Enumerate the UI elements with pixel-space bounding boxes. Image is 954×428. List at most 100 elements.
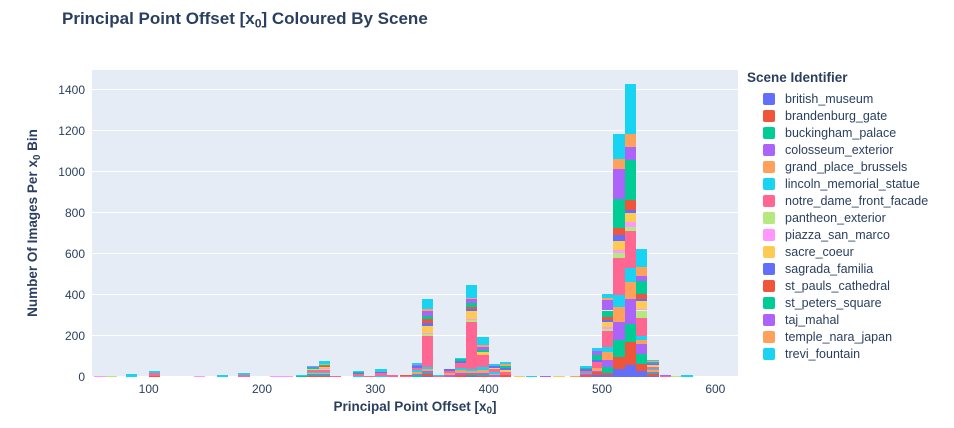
histogram-bar-x165[interactable] [216,70,228,377]
histogram-bar-x222[interactable] [281,70,293,377]
histogram-bar-x405[interactable] [488,70,500,377]
histogram-bar-x356[interactable] [433,70,445,377]
histogram-bar-x525[interactable] [624,70,636,377]
bar-segment-british_museum [613,368,625,377]
bar-segment-pantheon_exterior [307,369,319,371]
bar-segment-buckingham_palace [421,372,434,375]
bar-segment-temple_nara_japan [318,363,330,365]
legend-entry-temple_nara_japan[interactable]: temple_nara_japan [747,328,952,345]
histogram-bar-x415[interactable] [500,70,512,377]
legend-entry-sacre_coeur[interactable]: sacre_coeur [747,243,952,260]
bar-segment-sacre_coeur [488,367,500,370]
histogram-bar-x427[interactable] [513,70,525,377]
y-tick-label: 0 [78,370,85,384]
histogram-bar-x184[interactable] [238,70,250,377]
histogram-bar-x366[interactable] [444,70,456,377]
histogram-bar-x438[interactable] [526,70,538,377]
histogram-bar-x505[interactable] [601,70,614,377]
legend-entry-lincoln_memorial_statue[interactable]: lincoln_memorial_statue [747,175,952,192]
histogram-bar-x535[interactable] [636,70,648,377]
legend-label: taj_mahal [785,312,840,327]
histogram-bar-x477[interactable] [570,70,582,377]
histogram-bar-x105[interactable] [148,70,160,377]
histogram-bar-x515[interactable] [613,70,625,377]
bar-segment-trevi_fountain [580,365,592,368]
bar-segment-notre_dame_front_facade [375,373,387,377]
histogram-bar-x545[interactable] [647,70,659,377]
bar-segment-sacre_coeur [500,370,512,373]
bar-segment-notre_dame_front_facade [454,362,466,368]
bar-segment-trevi_fountain [238,372,250,375]
histogram-bar-x575[interactable] [681,70,693,377]
bar-segment-colosseum_exterior [601,360,614,368]
histogram-bar-x462[interactable] [553,70,565,377]
legend-entry-grand_place_brussels[interactable]: grand_place_brussels [747,158,952,175]
bar-segment-colosseum_exterior [454,372,466,375]
legend-entry-colosseum_exterior[interactable]: colosseum_exterior [747,141,952,158]
histogram-bar-x375[interactable] [454,70,466,377]
histogram-bar-x450[interactable] [539,70,551,377]
bar-segment-trevi_fountain [613,134,625,160]
legend-entry-notre_dame_front_facade[interactable]: notre_dame_front_facade [747,192,952,209]
histogram-bar-x385[interactable] [466,70,478,377]
legend-label: st_pauls_cathedral [785,278,890,293]
histogram-bar-x85[interactable] [126,70,138,377]
bar-segment-trevi_fountain [624,84,636,135]
histogram-bar-x395[interactable] [477,70,489,377]
bar-segment-temple_nara_japan [421,308,434,311]
bar-segment-trevi_fountain [318,361,330,364]
bar-segment-sagrada_familia [613,234,625,241]
bar-segment-notre_dame_front_facade [364,375,376,377]
bar-segment-notre_dame_front_facade [613,258,625,296]
histogram-bar-x295[interactable] [364,70,376,377]
bar-segment-grand_place_brussels [330,376,342,377]
histogram-bar-x556[interactable] [659,70,672,377]
bar-segment-sagrada_familia [601,319,614,323]
legend-entry-sagrada_familia[interactable]: sagrada_familia [747,260,952,277]
histogram-bar-x255[interactable] [318,70,330,377]
bar-segment-buckingham_palace [624,323,636,343]
legend-swatch-icon [763,245,775,258]
y-tick-label: 1000 [58,165,85,180]
histogram-bar-x327[interactable] [400,70,412,377]
histogram-bar-x67[interactable] [105,70,117,377]
legend-entry-buckingham_palace[interactable]: buckingham_palace [747,124,952,141]
legend-entry-taj_mahal[interactable]: taj_mahal [747,311,952,328]
legend-label: pantheon_exterior [785,210,886,225]
legend-entry-trevi_fountain[interactable]: trevi_fountain [747,345,952,362]
bar-segment-sagrada_familia [466,308,478,311]
histogram-bar-x496[interactable] [591,70,604,377]
legend-entry-brandenburg_gate[interactable]: brandenburg_gate [747,107,952,124]
bar-segment-colosseum_exterior [488,375,500,377]
legend-entry-british_museum[interactable]: british_museum [747,90,952,107]
histogram-bar-x212[interactable] [269,70,282,377]
bar-segment-notre_dame_front_facade [647,366,659,369]
legend-entry-piazza_san_marco[interactable]: piazza_san_marco [747,226,952,243]
bar-segment-st_pauls_cathedral [421,318,434,323]
legend-entry-pantheon_exterior[interactable]: pantheon_exterior [747,209,952,226]
bar-segment-grand_place_brussels [601,352,614,361]
bar-segment-sagrada_familia [352,373,364,375]
bar-segment-sacre_coeur [421,326,434,334]
histogram-bar-x235[interactable] [296,70,308,377]
bar-segment-sagrada_familia [318,366,330,367]
bar-segment-notre_dame_front_facade [307,370,319,372]
bar-segment-lincoln_memorial_statue [296,375,308,376]
bar-segment-lincoln_memorial_statue [477,367,489,371]
legend-entry-st_pauls_cathedral[interactable]: st_pauls_cathedral [747,277,952,294]
histogram-bar-x566[interactable] [671,70,683,377]
histogram-bar-x346[interactable] [421,70,434,377]
histogram-bar-x285[interactable] [352,70,364,377]
histogram-bar-x337[interactable] [411,70,423,377]
legend-swatch-icon [763,330,775,343]
histogram-bar-x57[interactable] [94,70,106,377]
legend-entry-st_peters_square[interactable]: st_peters_square [747,294,952,311]
histogram-bar-x315[interactable] [386,70,398,377]
histogram-bar-x145[interactable] [194,70,206,377]
histogram-bar-x486[interactable] [580,70,592,377]
histogram-bar-x305[interactable] [375,70,387,377]
histogram-bar-x245[interactable] [307,70,319,377]
histogram-bar-x265[interactable] [330,70,342,377]
bar-segment-sacre_coeur [466,310,478,319]
plot-area[interactable] [92,70,738,377]
